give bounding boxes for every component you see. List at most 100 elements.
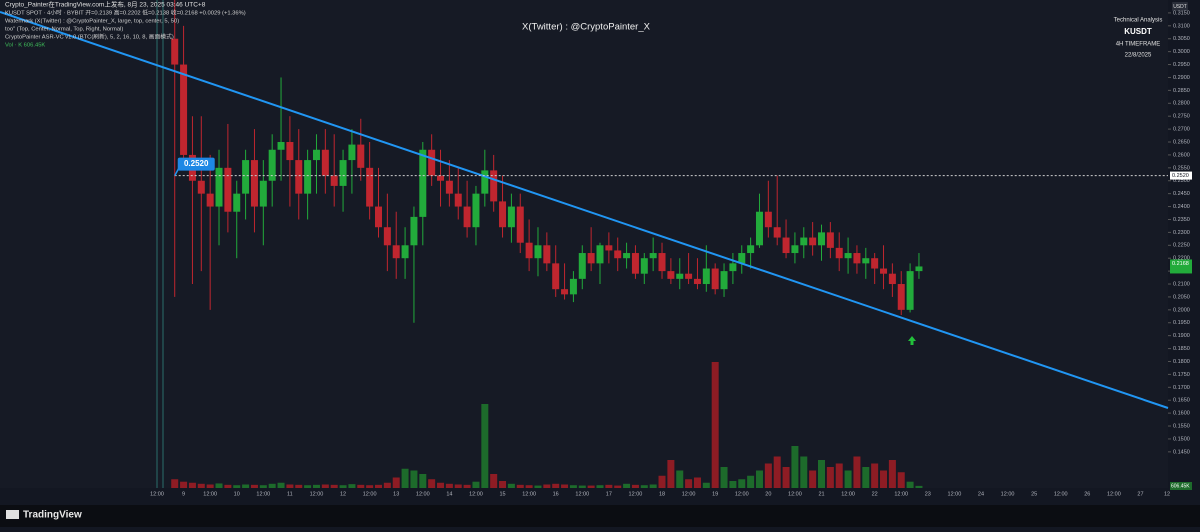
time-axis-bg [0,488,1200,505]
volume-bar [268,483,276,488]
volume-bar [277,482,285,488]
x-tick-label: 9 [182,491,185,497]
candle-body [277,142,285,150]
x-tick-label: 15 [499,491,505,497]
candle-body [578,253,586,279]
y-tick-label: 0.2550 [1173,165,1190,171]
x-tick-label: 12:00 [788,491,802,497]
candle-body [871,258,879,269]
candle-body [880,268,888,274]
y-tick-label: 0.2100 [1173,281,1190,287]
y-tick-label: 0.1600 [1173,411,1190,417]
volume-bar [800,456,808,488]
y-tick-label: 0.1850 [1173,346,1190,352]
candle-body [755,211,763,246]
watermark: X(Twitter) : @CryptoPainter_X [522,22,651,33]
volume-bar [321,484,329,488]
y-tick-label: 0.2650 [1173,139,1190,145]
x-tick-label: 12 [1164,491,1170,497]
candle-body [676,273,684,279]
volume-bar [312,484,320,488]
candle-body [428,149,436,176]
volume-bar [366,485,374,488]
candle-body [711,268,719,290]
volume-bar [791,446,799,488]
candle-body [596,245,604,264]
y-tick-label: 0.2700 [1173,127,1190,133]
candle-body [729,263,737,272]
volume-marker [1170,482,1192,490]
candle-body [623,253,631,259]
candle-body [197,180,205,194]
candle-body [809,237,817,246]
candle-body [738,253,746,264]
candle-body [605,245,613,251]
candle-body [587,253,595,264]
volume-bar [596,485,604,488]
candle-body [693,278,701,285]
candle-body [649,253,657,259]
volume-bar [507,483,515,488]
candle-body [481,170,489,194]
candle-body [295,160,303,194]
y-tick-label: 0.2050 [1173,294,1190,300]
legend-line: too" (Top, Center, Normal, Top, Right, N… [5,27,123,33]
y-tick-label: 0.1500 [1173,436,1190,442]
info-line: 4H TIMEFRAME [1116,42,1161,48]
volume-bar [552,483,560,488]
volume-bar [747,475,755,488]
volume-bar [188,482,196,488]
candle-body [640,258,648,274]
x-tick-label: 18 [659,491,665,497]
volume-bar [339,485,347,488]
candles [171,0,923,323]
footer-logo [6,510,19,519]
volume-bar [410,470,418,488]
candle-body [543,245,551,264]
candle-body [897,284,905,310]
candle-body [375,206,382,228]
candle-body [304,160,312,194]
volume-bar [640,485,648,488]
volume-bar [871,463,879,488]
volume-bar [224,484,232,488]
candle-body [180,64,188,155]
y-tick-label: 0.3100 [1173,23,1190,29]
candle-body [171,38,179,65]
x-tick-label: 12:00 [841,491,855,497]
x-tick-label: 23 [925,491,931,497]
candle-body [747,245,755,254]
candle-body [818,232,825,246]
volume-bar [295,484,303,488]
volume-bar [330,484,338,488]
candle-body [614,250,622,259]
y-tick-label: 0.1700 [1173,385,1190,391]
candle-body [383,227,391,246]
volume-bar [357,484,365,488]
candle-body [552,263,560,290]
x-tick-label: 12:00 [1107,491,1121,497]
info-line: KUSDT [1124,27,1152,36]
x-tick-label: 12:00 [948,491,962,497]
volume-bar [676,470,684,488]
header: Crypto_Painter在TradingView.com上发布, 8月 23… [5,0,206,9]
candle-body [853,253,861,264]
x-tick-label: 12:00 [575,491,589,497]
candle-body [499,201,507,228]
y-tick-label: 0.1900 [1173,333,1190,339]
candle-body [233,193,241,212]
arrow-up [908,336,916,345]
volume-bar [818,460,825,488]
x-tick-label: 22 [872,491,878,497]
x-tick-label: 20 [765,491,771,497]
candle-body [206,193,214,207]
y-tick-label: 0.2350 [1173,217,1190,223]
volume-bar [454,484,462,488]
volume-bar [888,460,896,488]
volume-bar [383,482,391,488]
volume-bar [605,484,613,488]
last-price-marker [1170,259,1192,274]
x-tick-label: 12:00 [416,491,430,497]
x-tick-label: 12:00 [1001,491,1015,497]
x-tick-label: 12:00 [203,491,217,497]
